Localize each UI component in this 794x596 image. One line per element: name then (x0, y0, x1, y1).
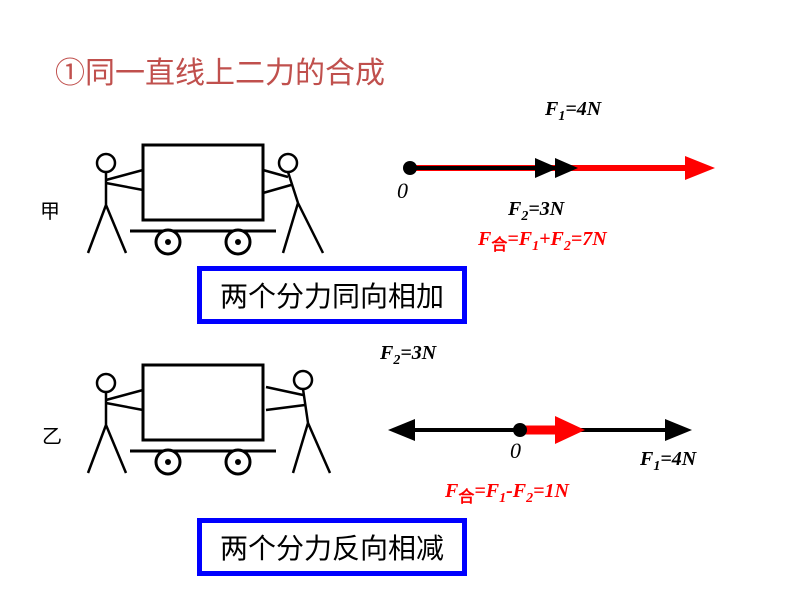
page-title: ①同一直线上二力的合成 (55, 48, 385, 92)
formula-diff: F合=F1-F2=1N (445, 480, 569, 507)
f2-label-2: F2=3N (380, 342, 436, 369)
origin-1: 0 (397, 178, 408, 204)
f2-label-1: F2=3N (508, 198, 564, 225)
formula-sum: F合=F1+F2=7N (478, 228, 607, 255)
f1-label-2: F1=4N (640, 448, 696, 475)
cart-image-1 (58, 135, 338, 260)
box-opposite-direction: 两个分力反向相减 (197, 518, 467, 576)
box-same-direction: 两个分力同向相加 (197, 266, 467, 324)
diagram-same-direction (380, 140, 740, 205)
label-jia: 甲 (40, 195, 60, 224)
cart-image-2 (58, 355, 338, 480)
f1-label-top: F1=4N (545, 98, 601, 125)
origin-2: 0 (510, 438, 521, 464)
